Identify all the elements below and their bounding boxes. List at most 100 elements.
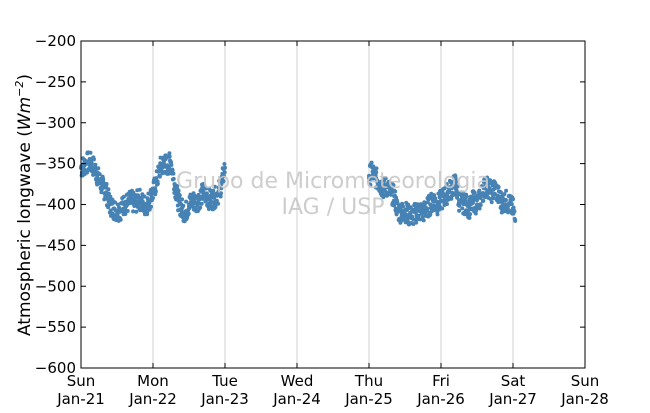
data-point: [485, 175, 490, 180]
data-point-sample-38: [215, 192, 220, 197]
data-point: [169, 163, 174, 167]
data-point: [104, 182, 109, 186]
data-point-sample-28: [179, 206, 184, 211]
data-point-sample-17: [140, 200, 145, 205]
data-point-sample-57: [424, 206, 429, 211]
data-point: [171, 176, 176, 181]
data-point: [96, 166, 101, 171]
x-tick-label-day-1: Mon: [137, 372, 169, 390]
data-point: [496, 185, 501, 190]
data-point: [489, 200, 494, 205]
data-point-sample-61: [439, 198, 443, 203]
data-point: [186, 211, 191, 216]
data-point: [435, 212, 440, 217]
data-point-sample-40: [223, 165, 227, 170]
y-tick-label-3: −350: [35, 155, 76, 173]
x-tick-label-date-0: Jan-21: [56, 390, 105, 408]
data-point-sample-48: [392, 194, 397, 199]
y-tick-label-4: −400: [35, 196, 76, 214]
data-point: [121, 194, 126, 199]
y-axis-label-unit: Wm: [15, 97, 35, 130]
data-point-sample-43: [374, 176, 379, 181]
data-point-sample-30: [187, 202, 191, 207]
data-point-sample-1: [82, 163, 87, 168]
x-tick-label-day-7: Sun: [571, 372, 600, 390]
data-point-sample-82: [513, 218, 518, 223]
y-axis: −200 −250 −300 −350 −400 −450 −500 −550 −600: [35, 32, 585, 377]
data-point: [474, 208, 479, 213]
data-point: [219, 191, 223, 196]
data-point-sample-56: [421, 210, 425, 215]
data-point-sample-12: [122, 202, 127, 207]
y-axis-label-close: ): [15, 74, 35, 81]
x-tick-label-date-1: Jan-22: [128, 390, 177, 408]
watermark-line-2: IAG / USP: [282, 195, 385, 220]
data-point: [511, 197, 515, 202]
x-tick-label-day-4: Thu: [354, 372, 383, 390]
data-point-sample-16: [136, 196, 141, 200]
data-point-sample-29: [183, 210, 188, 215]
data-point-sample-39: [219, 182, 224, 187]
data-point: [370, 173, 375, 178]
data-point-sample-6: [100, 184, 105, 189]
data-point: [222, 170, 227, 175]
data-point-sample-62: [442, 194, 447, 199]
data-point-sample-66: [457, 198, 461, 203]
data-point: [113, 200, 117, 205]
x-tick-label-date-5: Jan-26: [416, 390, 465, 408]
data-point-sample-27: [176, 198, 181, 203]
data-point: [131, 209, 136, 214]
data-point-sample-20: [151, 190, 155, 195]
data-point: [219, 186, 224, 191]
data-point-sample-79: [503, 198, 508, 203]
data-point: [369, 160, 374, 165]
data-point: [391, 183, 396, 188]
data-point-sample-37: [212, 196, 217, 200]
x-tick-label-date-3: Jan-24: [272, 390, 321, 408]
data-point-sample-53: [410, 214, 415, 219]
data-point-sample-50: [399, 210, 404, 215]
data-point-sample-10: [115, 209, 119, 213]
data-point-sample-51: [403, 209, 407, 213]
data-point: [449, 196, 454, 201]
y-axis-label-text: Atmospheric longwave (: [15, 130, 35, 336]
x-tick-label-day-5: Fri: [432, 372, 450, 390]
data-point: [167, 151, 172, 156]
data-point-sample-73: [482, 186, 487, 191]
data-point: [416, 213, 421, 218]
data-point: [167, 154, 172, 159]
data-point-sample-25: [169, 160, 173, 164]
data-point-sample-49: [395, 209, 400, 213]
data-point: [481, 198, 486, 203]
data-point-sample-9: [111, 206, 116, 211]
data-point: [180, 197, 185, 202]
data-point: [211, 188, 216, 193]
data-point: [88, 150, 93, 155]
data-point-sample-70: [471, 198, 476, 203]
data-point: [137, 187, 142, 192]
x-tick-label-day-3: Wed: [281, 372, 314, 390]
x-tick-label-day-2: Tue: [211, 372, 238, 390]
data-point: [115, 202, 120, 207]
y-tick-label-5: −450: [35, 236, 76, 254]
data-point-sample-5: [97, 178, 101, 182]
x-tick-label-day-6: Sat: [501, 372, 526, 390]
data-point: [97, 172, 102, 177]
data-point-sample-77: [496, 194, 501, 199]
data-point-sample-24: [165, 163, 170, 168]
y-axis-label-exponent: −2: [13, 81, 26, 97]
data-point-sample-68: [464, 202, 469, 207]
data-point: [477, 188, 482, 193]
data-point: [106, 187, 111, 192]
x-tick-label-date-4: Jan-25: [344, 390, 393, 408]
data-point-sample-75: [489, 190, 494, 195]
data-point: [383, 176, 388, 181]
data-point: [198, 205, 203, 210]
data-point-sample-55: [417, 209, 422, 213]
data-point: [444, 182, 449, 186]
data-point: [218, 194, 223, 199]
data-point: [222, 174, 227, 178]
data-point: [93, 162, 98, 167]
data-point: [373, 173, 378, 178]
